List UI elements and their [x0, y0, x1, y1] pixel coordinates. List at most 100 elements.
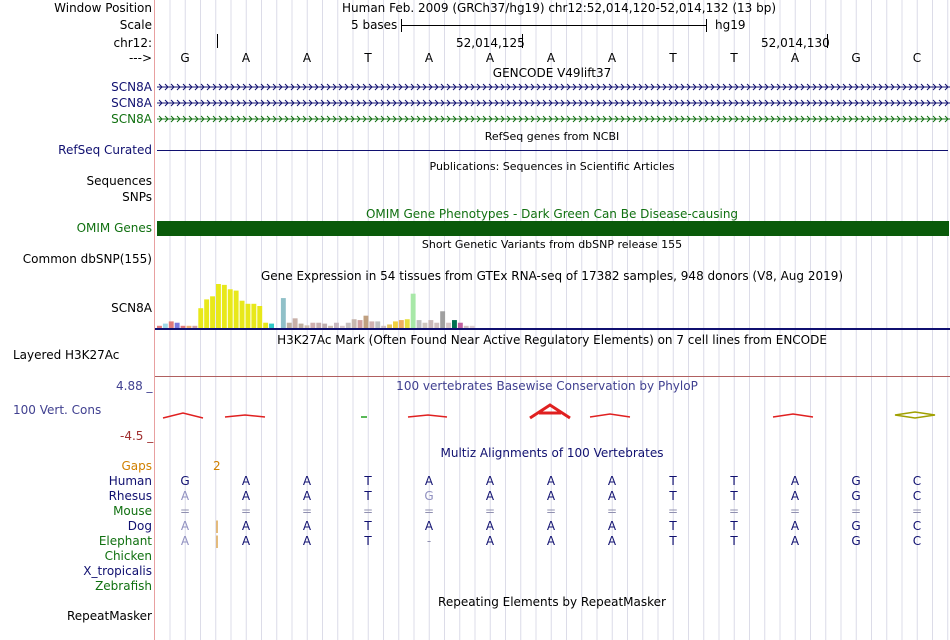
dbsnp-label[interactable]: Common dbSNP(155) — [22, 252, 152, 266]
reference-base: G — [851, 51, 861, 65]
gtex-tissue-bar — [375, 321, 381, 328]
strand-arrow — [410, 99, 415, 107]
strand-arrow — [674, 99, 679, 107]
strand-arrow — [302, 115, 307, 123]
strand-arrow — [614, 99, 619, 107]
strand-arrow — [434, 99, 439, 107]
strand-arrow — [602, 99, 607, 107]
strand-arrow — [440, 99, 445, 107]
strand-arrow — [836, 99, 841, 107]
strand-arrow — [356, 99, 361, 107]
gtex-tissue-bar — [393, 321, 398, 328]
gtex-tissue-bar — [463, 325, 469, 328]
refseq-label[interactable]: RefSeq Curated — [58, 143, 152, 157]
repeatmasker-label[interactable]: RepeatMasker — [66, 609, 152, 623]
alignment-base: A — [607, 519, 617, 533]
strand-arrow — [206, 99, 211, 107]
gtex-bar-chart[interactable] — [155, 282, 535, 330]
strand-arrow — [584, 99, 589, 107]
strand-arrow — [416, 99, 421, 107]
species-label[interactable]: Rhesus — [108, 489, 152, 503]
strand-arrow — [920, 99, 925, 107]
gencode-gene-label[interactable]: SCN8A — [111, 112, 152, 126]
gaps-label[interactable]: Gaps — [121, 459, 152, 473]
alignment-base: = — [301, 504, 313, 518]
strand-arrow — [260, 83, 265, 91]
omim-gene-bar[interactable] — [157, 221, 949, 236]
strand-arrow — [524, 99, 529, 107]
strand-arrow — [422, 99, 427, 107]
strand-arrow — [362, 115, 367, 123]
alignment-base: C — [912, 474, 922, 488]
gtex-tissue-bar — [227, 289, 233, 328]
strand-arrow — [512, 115, 517, 123]
strand-arrow — [812, 83, 817, 91]
gencode-gene-line[interactable] — [157, 82, 950, 92]
strand-arrow — [542, 83, 547, 91]
strand-arrow — [596, 115, 601, 123]
strand-arrow — [752, 83, 757, 91]
species-label[interactable]: Zebrafish — [95, 579, 152, 593]
species-label[interactable]: Mouse — [113, 504, 152, 518]
refseq-gene-line[interactable] — [157, 150, 948, 151]
strand-arrow — [848, 99, 853, 107]
strand-arrow — [794, 83, 799, 91]
omim-label[interactable]: OMIM Genes — [76, 221, 152, 235]
image-left-border — [154, 0, 155, 640]
species-label[interactable]: Chicken — [104, 549, 152, 563]
species-label[interactable]: Elephant — [98, 534, 152, 548]
strand-arrow — [332, 115, 337, 123]
phylop-peak-5 — [529, 403, 571, 420]
gencode-gene-line[interactable] — [157, 114, 950, 124]
alignment-base: = — [789, 504, 801, 518]
gencode-gene-line[interactable] — [157, 98, 950, 108]
phylop-track[interactable] — [155, 400, 950, 424]
gencode-gene-label[interactable]: SCN8A — [111, 80, 152, 94]
strand-arrow — [572, 83, 577, 91]
strand-arrow — [644, 99, 649, 107]
alignment-base: A — [546, 474, 556, 488]
strand-arrow — [776, 99, 781, 107]
strand-arrow — [788, 99, 793, 107]
strand-arrow — [698, 115, 703, 123]
strand-arrow — [926, 83, 931, 91]
species-label[interactable]: Human — [108, 474, 152, 488]
alignment-base: = — [911, 504, 923, 518]
reference-base: A — [546, 51, 556, 65]
strand-arrow — [278, 83, 283, 91]
strand-arrow — [746, 83, 751, 91]
strand-arrow — [854, 99, 859, 107]
species-label[interactable]: X_tropicalis — [83, 564, 152, 578]
strand-arrow — [608, 83, 613, 91]
strand-arrow — [746, 99, 751, 107]
strand-arrow — [254, 99, 259, 107]
strand-arrow — [452, 115, 457, 123]
strand-arrow — [692, 115, 697, 123]
strand-arrow — [224, 99, 229, 107]
strand-arrow — [380, 115, 385, 123]
species-label[interactable]: Dog — [127, 519, 152, 533]
alignment-base: C — [912, 534, 922, 548]
window-position-value[interactable]: Human Feb. 2009 (GRCh37/hg19) chr12:52,0… — [342, 1, 777, 15]
sequences-label[interactable]: Sequences — [86, 174, 152, 188]
snps-label[interactable]: SNPs — [122, 190, 152, 204]
gencode-gene-label[interactable]: SCN8A — [111, 96, 152, 110]
gencode-title: GENCODE V49lift37 — [492, 66, 612, 80]
strand-arrow — [806, 83, 811, 91]
strand-arrow — [554, 115, 559, 123]
strand-label: ---> — [128, 51, 152, 65]
gtex-tissue-bar — [162, 323, 168, 328]
phylop-label[interactable]: 100 Vert. Cons — [13, 403, 102, 417]
h3k27ac-label[interactable]: Layered H3K27Ac — [13, 348, 120, 362]
alignment-base: A — [485, 489, 495, 503]
strand-arrow — [914, 99, 919, 107]
strand-arrow — [308, 115, 313, 123]
strand-arrow — [206, 83, 211, 91]
strand-arrow — [494, 99, 499, 107]
strand-arrow — [326, 115, 331, 123]
strand-arrow — [404, 115, 409, 123]
alignment-base: = — [606, 504, 618, 518]
gtex-gene-label[interactable]: SCN8A — [111, 301, 152, 315]
strand-arrow — [788, 83, 793, 91]
strand-arrow — [716, 99, 721, 107]
